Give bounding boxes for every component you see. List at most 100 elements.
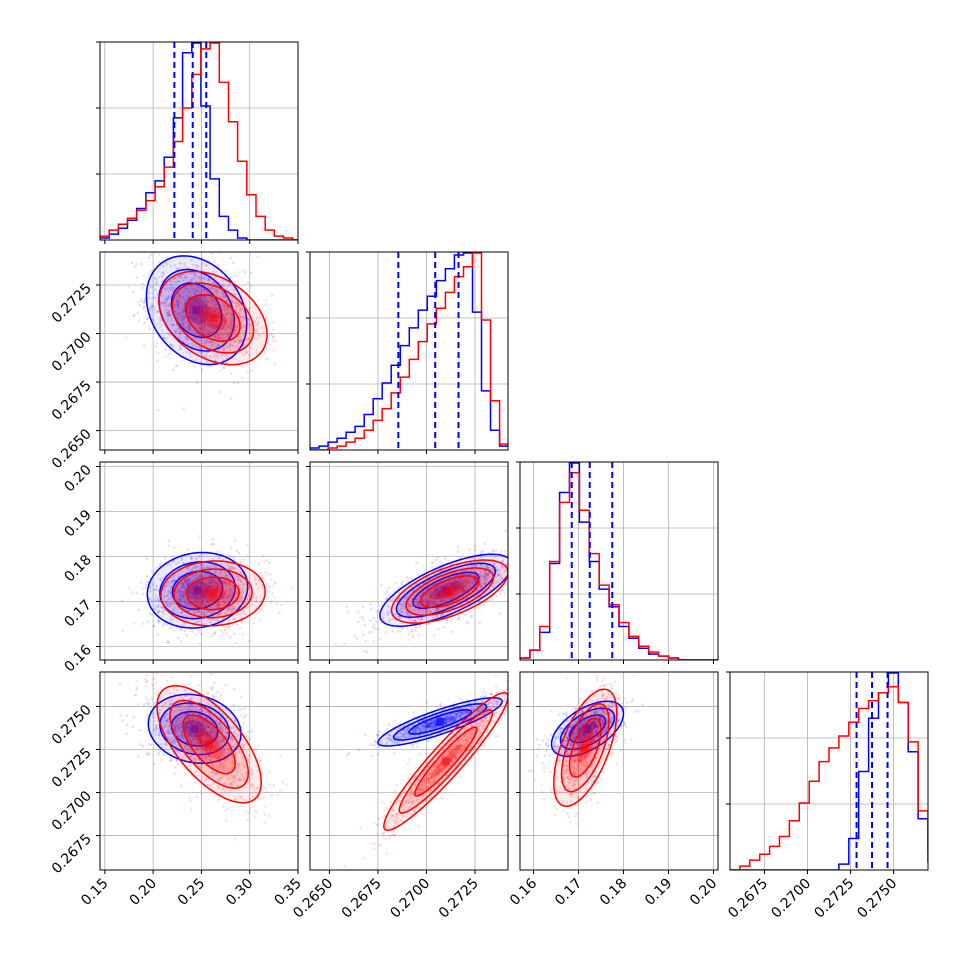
red-point (187, 570, 191, 574)
red-point (227, 598, 231, 602)
blue-point (268, 585, 272, 588)
red-point (221, 581, 225, 584)
blue-point (199, 327, 203, 331)
blue-point (146, 714, 150, 717)
red-point (191, 606, 194, 609)
red-point (204, 599, 208, 602)
blue-point (177, 589, 180, 593)
blue-point (178, 275, 182, 279)
blue-point (478, 606, 482, 610)
blue-point (195, 557, 198, 560)
blue-point (160, 275, 164, 278)
red-point (259, 334, 262, 338)
joint-panel (334, 529, 508, 654)
blue-point (162, 588, 165, 591)
red-point (191, 617, 195, 620)
blue-point (207, 581, 211, 585)
blue-point (207, 325, 211, 328)
blue-point (157, 608, 161, 612)
red-point (210, 301, 213, 304)
blue-point (196, 300, 199, 304)
blue-point (194, 264, 198, 267)
blue-point (209, 581, 212, 584)
blue-point (191, 594, 195, 597)
red-point (228, 301, 232, 304)
red-point (176, 588, 179, 592)
blue-point (202, 594, 206, 597)
red-point (177, 332, 181, 335)
red-point (223, 323, 226, 326)
red-point (167, 310, 171, 313)
blue-point (178, 598, 182, 601)
red-point (153, 308, 157, 312)
red-point (223, 295, 227, 298)
red-point (209, 340, 213, 344)
blue-point (163, 595, 166, 598)
blue-point (230, 313, 234, 317)
blue-point (258, 578, 261, 582)
blue-point (205, 596, 209, 600)
blue-point (165, 262, 168, 266)
blue-point (182, 309, 185, 313)
red-point (185, 275, 188, 278)
red-point (228, 566, 231, 570)
blue-point (191, 288, 195, 291)
blue-point (199, 574, 203, 578)
red-point (181, 597, 185, 600)
blue-point (180, 319, 183, 322)
red-point (179, 603, 182, 606)
red-point (181, 310, 185, 313)
blue-point (183, 772, 187, 775)
blue-point (221, 558, 224, 561)
blue-point (212, 586, 216, 589)
red-point (222, 314, 226, 318)
red-point (155, 341, 158, 345)
red-point (253, 329, 257, 332)
red-point (177, 329, 181, 333)
red-point (208, 329, 211, 332)
blue-point (169, 343, 173, 347)
red-point (214, 333, 218, 337)
blue-point (218, 315, 222, 318)
red-point (194, 313, 197, 317)
blue-point (208, 577, 211, 581)
red-point (212, 603, 215, 606)
blue-point (234, 574, 238, 578)
red-point (201, 573, 204, 577)
blue-point (200, 268, 203, 272)
blue-point (121, 599, 124, 602)
red-point (202, 272, 205, 276)
blue-point (234, 595, 237, 598)
red-point (178, 574, 182, 577)
red-point (186, 338, 190, 342)
blue-point (190, 302, 194, 305)
blue-point (229, 276, 232, 280)
blue-point (180, 557, 183, 560)
red-point (243, 334, 246, 338)
red-point (198, 597, 202, 601)
blue-point (391, 630, 395, 633)
blue-point (210, 340, 214, 343)
blue-point (145, 752, 149, 755)
red-point (202, 596, 206, 599)
red-point (237, 605, 241, 608)
red-point (209, 597, 213, 600)
blue-point (406, 575, 409, 579)
red-point (164, 301, 167, 304)
red-point (127, 285, 130, 289)
blue-point (369, 619, 373, 623)
red-point (202, 336, 206, 340)
blue-point (166, 311, 170, 315)
blue-point (213, 309, 217, 313)
blue-point (163, 586, 167, 589)
red-point (251, 622, 255, 625)
blue-point (179, 594, 182, 597)
red-point (199, 601, 203, 605)
red-point (216, 597, 220, 601)
blue-point (194, 275, 198, 278)
blue-point (203, 598, 206, 602)
red-point (243, 310, 246, 314)
red-point (271, 339, 275, 343)
blue-point (177, 316, 181, 320)
red-point (203, 585, 207, 588)
